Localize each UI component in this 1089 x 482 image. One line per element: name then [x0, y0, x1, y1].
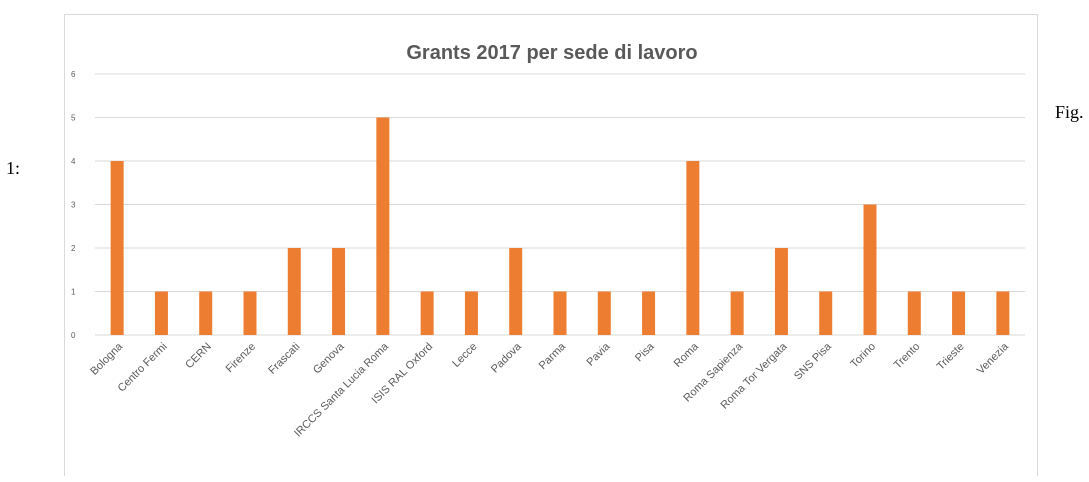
bar: [420, 291, 434, 335]
x-tick-label: SNS Pisa: [792, 340, 834, 382]
x-tick-label: Padova: [489, 340, 524, 375]
bars: [110, 117, 1010, 335]
x-tick-label: Trieste: [935, 341, 967, 373]
x-tick-label: Trento: [892, 341, 923, 372]
bar: [597, 291, 611, 335]
bar: [996, 291, 1010, 335]
x-tick-label: Bologna: [88, 340, 126, 378]
x-tick-label: Venezia: [975, 340, 1012, 377]
y-tick-label: 4: [71, 157, 76, 166]
bar: [154, 291, 168, 335]
bar: [199, 291, 213, 335]
bar: [642, 291, 656, 335]
x-tick-label: Pavia: [584, 340, 613, 369]
x-tick-label: Frascati: [266, 341, 302, 377]
bar: [819, 291, 833, 335]
bar: [287, 248, 301, 335]
x-tick-label: Genova: [311, 340, 347, 376]
bar: [686, 161, 700, 335]
x-tick-label: Lecce: [450, 341, 479, 370]
y-tick-label: 3: [71, 201, 76, 210]
x-tick-label: Torino: [848, 341, 878, 371]
y-tick-label: 1: [71, 288, 76, 297]
y-tick-label: 2: [71, 244, 76, 253]
figure-caption-label: Fig.: [1055, 102, 1084, 122]
figure-caption-number: 1:: [6, 158, 21, 178]
bar-chart: Grants 2017 per sede di lavoro 0 1 2 3 4 5 6 B…: [71, 42, 1025, 439]
y-tick-label: 0: [71, 331, 76, 340]
bar: [774, 248, 788, 335]
x-tick-label: Roma: [672, 340, 702, 370]
y-axis-ticks: 0 1 2 3 4 5 6: [71, 70, 76, 340]
bar: [376, 117, 390, 335]
bar: [332, 248, 346, 335]
x-tick-label: CERN: [183, 341, 214, 372]
bar: [952, 291, 966, 335]
bar: [243, 291, 257, 335]
bar: [464, 291, 478, 335]
x-tick-label: Parma: [537, 340, 569, 372]
chart-frame: Grants 2017 per sede di lavoro 0 1 2 3 4 5 6 B…: [64, 14, 1038, 476]
bar: [110, 161, 124, 335]
bar: [863, 204, 877, 335]
x-tick-label: Firenze: [224, 341, 258, 375]
bar: [553, 291, 567, 335]
bar: [907, 291, 921, 335]
x-tick-label: Pisa: [633, 340, 657, 364]
bar: [509, 248, 523, 335]
bar: [730, 291, 744, 335]
y-tick-label: 6: [71, 70, 76, 79]
y-tick-label: 5: [71, 114, 76, 123]
chart-title: Grants 2017 per sede di lavoro: [406, 42, 697, 64]
